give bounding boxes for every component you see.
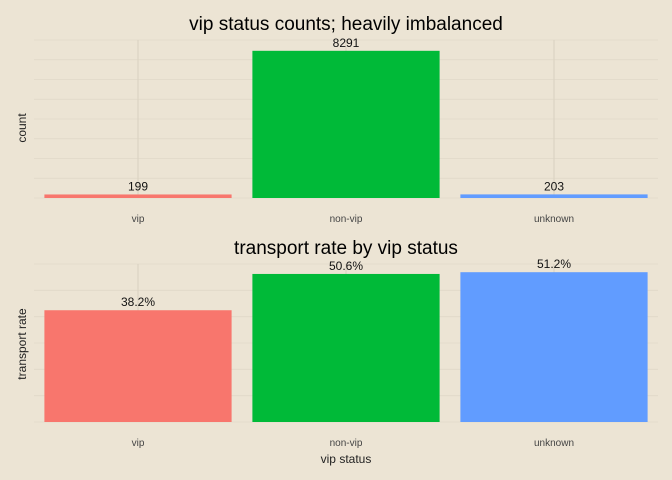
bottom-chart-title: transport rate by vip status <box>234 238 458 259</box>
bottom-x-axis-title: vip status <box>321 452 372 466</box>
panel-bottom: transport rate by vip status transport r… <box>15 238 658 466</box>
bottom-bar-unknown <box>460 272 648 422</box>
bottom-bars <box>44 272 648 422</box>
top-data-label-vip: 199 <box>128 179 148 193</box>
top-bars <box>44 50 648 198</box>
top-x-tick-labels: vip non-vip unknown <box>132 214 574 225</box>
top-x-tick-non-vip: non-vip <box>330 214 363 225</box>
bottom-data-label-unknown: 51.2% <box>537 257 571 271</box>
bottom-x-tick-non-vip: non-vip <box>330 438 363 449</box>
bottom-x-tick-vip: vip <box>132 438 145 449</box>
top-bar-vip <box>44 194 232 198</box>
top-y-axis-title: count <box>15 113 29 143</box>
bottom-y-axis-title: transport rate <box>15 308 29 380</box>
bottom-x-tick-unknown: unknown <box>534 438 574 449</box>
top-x-tick-vip: vip <box>132 214 145 225</box>
panel-top: vip status counts; heavily imbalanced co… <box>15 14 658 225</box>
bottom-data-labels: 38.2% 50.6% 51.2% <box>121 257 571 309</box>
top-chart-title: vip status counts; heavily imbalanced <box>189 14 503 35</box>
bottom-data-label-vip: 38.2% <box>121 295 155 309</box>
bottom-data-label-non-vip: 50.6% <box>329 259 363 273</box>
bottom-x-tick-labels: vip non-vip unknown <box>132 438 574 449</box>
top-data-labels: 199 8291 203 <box>128 36 564 194</box>
top-bar-non-vip <box>252 50 440 198</box>
top-data-label-non-vip: 8291 <box>333 36 360 50</box>
bottom-bar-non-vip <box>252 273 440 422</box>
bottom-bar-vip <box>44 310 232 422</box>
top-x-tick-unknown: unknown <box>534 214 574 225</box>
top-data-label-unknown: 203 <box>544 179 564 193</box>
top-bar-unknown <box>460 194 648 198</box>
